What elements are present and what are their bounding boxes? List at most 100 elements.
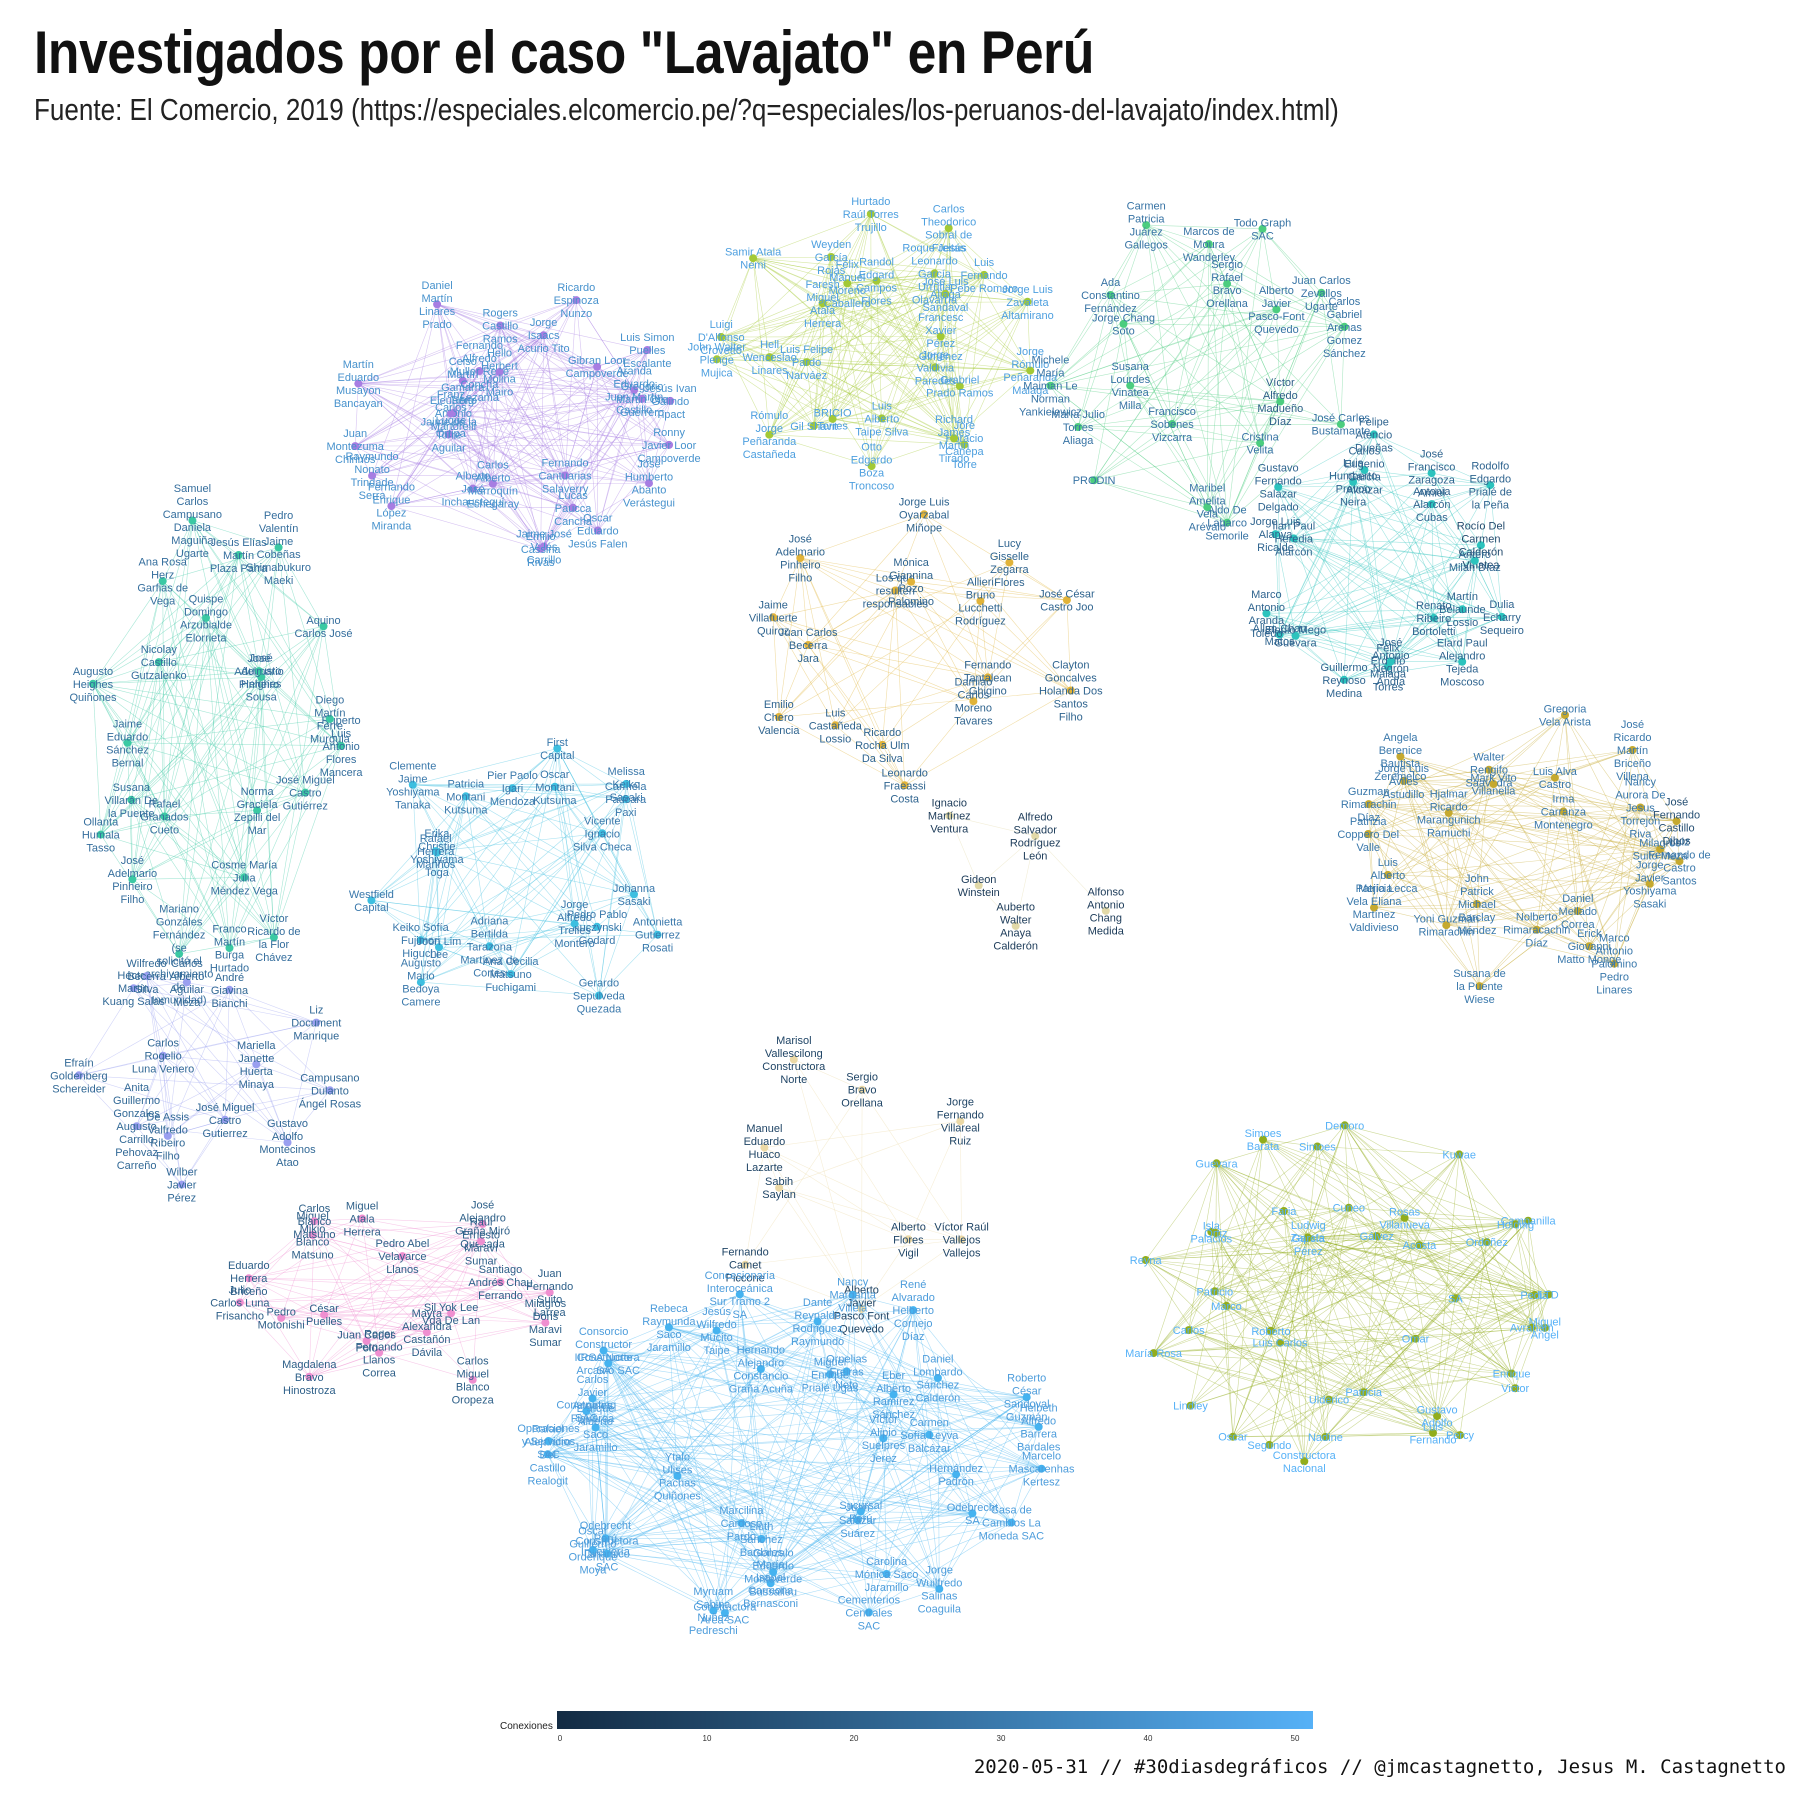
network-edge xyxy=(607,1363,678,1477)
network-node[interactable] xyxy=(818,299,827,308)
network-edge xyxy=(753,257,935,274)
network-node[interactable] xyxy=(941,289,950,298)
network-edge xyxy=(1432,1432,1461,1436)
network-edge xyxy=(420,833,603,983)
node-label: Emilio Chero Valencia xyxy=(758,699,800,737)
network-edge xyxy=(1373,848,1661,908)
network-edge xyxy=(1632,749,1661,850)
network-edge xyxy=(92,683,102,835)
network-node[interactable] xyxy=(950,434,958,443)
network-edge xyxy=(239,1302,427,1333)
network-edge xyxy=(548,1427,596,1442)
network-edge xyxy=(1328,1399,1438,1417)
network-edge xyxy=(605,1519,858,1539)
network-edge xyxy=(1278,486,1434,619)
network-edge xyxy=(420,926,598,941)
network-edge xyxy=(586,1410,973,1514)
network-edge xyxy=(1344,666,1389,681)
network-edge xyxy=(813,370,1031,427)
network-edge xyxy=(1145,1259,1516,1389)
network-node[interactable] xyxy=(802,358,811,367)
network-node[interactable] xyxy=(712,355,721,364)
network-edge xyxy=(248,1234,313,1279)
network-edge xyxy=(1232,1237,1308,1437)
network-node[interactable] xyxy=(955,382,964,391)
network-edge xyxy=(1308,1125,1345,1238)
network-node[interactable] xyxy=(867,462,876,471)
network-edge xyxy=(1373,780,1404,908)
network-edge xyxy=(1344,1125,1350,1208)
network-edge xyxy=(1207,244,1210,508)
network-node[interactable] xyxy=(944,224,953,233)
network-node[interactable] xyxy=(765,353,774,362)
network-node[interactable] xyxy=(877,414,886,423)
node-label: Reyna xyxy=(1130,1255,1163,1267)
node-label: Helbeth Alfredo Barrera Bardales xyxy=(1017,1402,1061,1453)
network-edge xyxy=(1564,714,1590,947)
legend-title: Conexiones xyxy=(500,1721,553,1732)
network-edge xyxy=(420,923,575,983)
network-node[interactable] xyxy=(872,276,881,285)
network-edge xyxy=(1270,1237,1309,1331)
network-edge xyxy=(448,398,643,435)
network-edge xyxy=(1293,538,1481,546)
network-node[interactable] xyxy=(931,363,940,372)
network-edge xyxy=(256,626,324,811)
network-node[interactable] xyxy=(828,414,837,423)
network-edge xyxy=(371,900,440,948)
network-edge xyxy=(1446,848,1661,926)
network-edge xyxy=(832,227,949,420)
network-edge xyxy=(871,367,936,467)
network-edge xyxy=(861,1239,909,1310)
network-edge xyxy=(499,371,541,549)
network-edge xyxy=(846,1371,940,1590)
network-node[interactable] xyxy=(827,253,836,261)
network-edge xyxy=(677,1475,858,1521)
legend-tick: 50 xyxy=(1290,1734,1300,1743)
network-edge xyxy=(1130,385,1281,402)
network-edge xyxy=(1171,244,1210,425)
network-edge xyxy=(1614,883,1651,964)
network-edge xyxy=(1094,479,1228,523)
network-edge xyxy=(1448,769,1490,814)
network-edge xyxy=(358,383,454,414)
network-edge xyxy=(1431,504,1435,618)
network-node[interactable] xyxy=(930,269,939,278)
network-edge xyxy=(778,716,905,786)
network-edge xyxy=(1129,385,1208,508)
network-edge xyxy=(1511,1294,1535,1374)
network-node[interactable] xyxy=(960,440,969,449)
network-edge xyxy=(472,299,577,489)
network-edge xyxy=(716,280,877,360)
network-edge xyxy=(769,356,833,420)
network-edge xyxy=(1027,301,1031,371)
network-node[interactable] xyxy=(866,209,875,218)
network-edge xyxy=(1278,469,1365,488)
node-label: Susana de la Puente Wiese xyxy=(1453,968,1506,1006)
network-edge xyxy=(1262,228,1322,294)
network-edge xyxy=(1015,836,1036,926)
network-edge xyxy=(1554,749,1633,778)
network-edge xyxy=(162,1055,183,1185)
network-node[interactable] xyxy=(765,430,774,439)
network-edge xyxy=(832,293,946,420)
network-node[interactable] xyxy=(717,333,726,341)
network-edge xyxy=(1325,1294,1549,1438)
network-node[interactable] xyxy=(809,421,818,430)
network-edge xyxy=(929,1434,1042,1469)
network-edge xyxy=(1415,1224,1516,1339)
network-edge xyxy=(1308,1237,1487,1243)
network-edge xyxy=(1034,835,1107,912)
network-node[interactable] xyxy=(749,254,758,263)
network-node[interactable] xyxy=(843,279,852,288)
network-edge xyxy=(557,748,600,996)
network-edge xyxy=(540,507,574,549)
network-edge xyxy=(1211,1231,1216,1292)
network-edge xyxy=(987,599,1068,678)
network-edge xyxy=(1216,1163,1416,1339)
network-edge xyxy=(607,1363,742,1524)
network-edge xyxy=(1293,538,1503,618)
network-edge xyxy=(1262,1139,1487,1243)
network-node[interactable] xyxy=(1026,366,1035,375)
node-label: Quispe Domingo Arzubialde Elorrieta xyxy=(180,593,232,644)
